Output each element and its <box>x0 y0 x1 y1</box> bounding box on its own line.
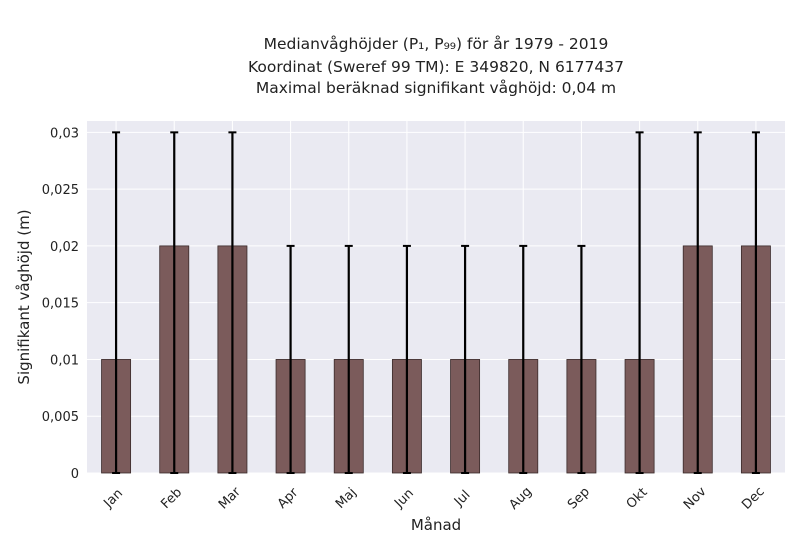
chart-title-line-1: Medianvåghöjder (P₁, P₉₉) för år 1979 - … <box>263 35 609 53</box>
x-tick-label: Mar <box>216 484 244 512</box>
error-bars <box>112 131 760 474</box>
plot-background <box>87 121 785 473</box>
x-tick-label: Jan <box>101 486 126 511</box>
x-tick-label: Okt <box>624 485 651 512</box>
y-gridlines <box>87 131 785 474</box>
x-tick-label: Apr <box>275 485 302 512</box>
y-tick-label: 0,015 <box>42 297 79 312</box>
y-tick-label: 0,02 <box>50 240 79 255</box>
x-tick-label: Dec <box>739 484 767 512</box>
x-tick-label: Sep <box>565 485 593 513</box>
y-tick-label: 0,01 <box>50 353 79 368</box>
x-axis-label: Månad <box>411 516 461 534</box>
chart-title-line-3: Maximal beräknad signifikant våghöjd: 0,… <box>255 79 617 97</box>
x-tick-label: Maj <box>333 485 360 512</box>
x-tick-label: Aug <box>506 484 535 513</box>
x-tick-label: Feb <box>158 485 185 512</box>
y-tick-label: 0,005 <box>42 410 79 425</box>
x-tick-label: Jun <box>391 486 417 512</box>
y-tick-label: 0,025 <box>42 183 79 198</box>
x-tick-label: Jul <box>451 488 473 510</box>
y-tick-label: 0,03 <box>50 126 79 141</box>
y-tick-labels: 0 0,005 0,01 0,015 0,02 0,025 0,03 <box>42 126 79 482</box>
y-axis-label: Signifikant våghöjd (m) <box>15 209 33 384</box>
x-tick-labels: Jan Feb Mar Apr Maj Jun Jul Aug Sep Okt Nov Dec <box>101 484 768 513</box>
y-tick-label: 0 <box>71 467 79 482</box>
x-tick-label: Nov <box>681 484 710 513</box>
chart-title-line-2: Koordinat (Sweref 99 TM): E 349820, N 61… <box>248 58 624 76</box>
